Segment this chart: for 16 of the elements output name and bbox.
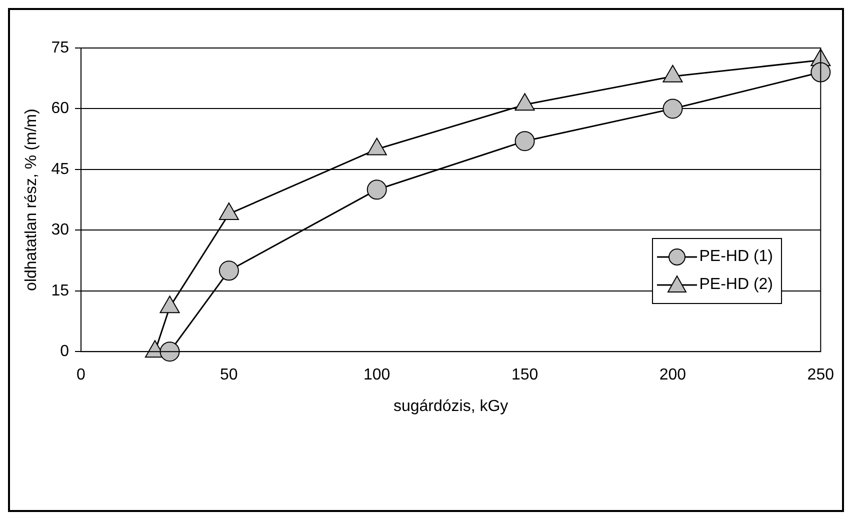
- x-axis-title: sugárdózis, kGy: [393, 398, 508, 415]
- x-tick-label: 200: [659, 366, 686, 384]
- x-tick-label: 100: [364, 366, 390, 384]
- y-tick-label: 15: [51, 282, 70, 300]
- legend-label: PE-HD (2): [699, 276, 773, 294]
- y-tick-label: 75: [51, 39, 70, 56]
- x-tick-label: 150: [511, 366, 538, 384]
- y-axis-title: oldhatatlan rész, % (m/m): [23, 108, 40, 291]
- x-tick-label: 0: [76, 366, 86, 384]
- y-tick-label: 45: [51, 160, 70, 178]
- y-tick-label: 60: [51, 100, 70, 118]
- x-tick-label: 50: [220, 366, 238, 384]
- x-tick-label: 250: [807, 366, 834, 384]
- y-tick-label: 0: [60, 343, 70, 360]
- legend-label: PE-HD (1): [699, 248, 773, 266]
- y-tick-label: 30: [51, 222, 70, 239]
